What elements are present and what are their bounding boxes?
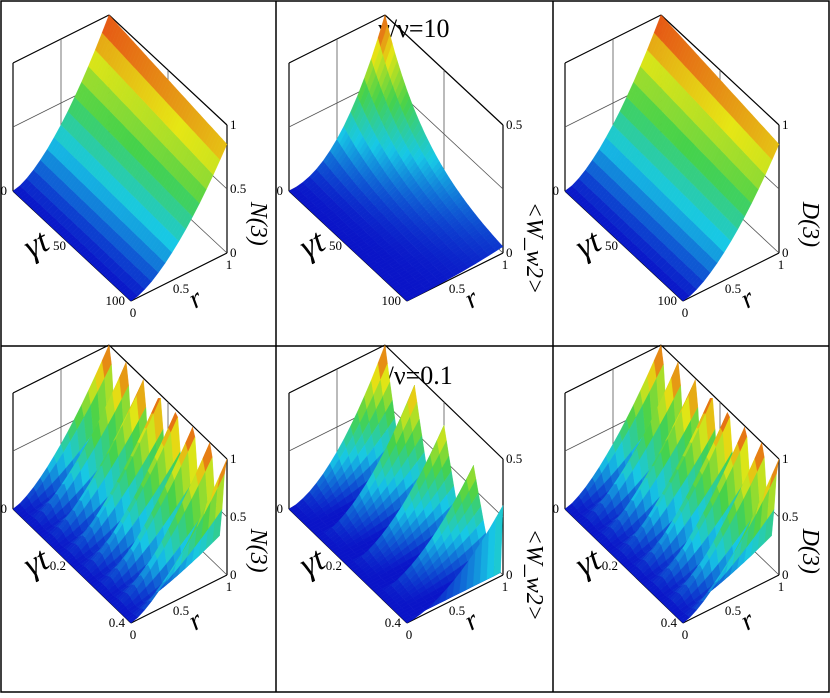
z-tick-label: 0 [506,567,513,582]
surface-cell [493,243,504,252]
x-tick-label: 50 [53,238,66,253]
z-tick-label: 0 [506,245,513,260]
y-tick-label: 0 [682,305,689,320]
x-tick-label: 0.4 [661,615,678,630]
y-axis-line [682,252,780,302]
y-tick-label: 0.5 [725,281,741,296]
x-tick-label: 0 [1,501,8,516]
y-axis-line [130,574,228,624]
z-axis-label: D(3) [797,201,823,247]
y-tick-label: 1 [778,257,785,272]
z-tick-label: 0 [230,245,237,260]
x-tick-label: 100 [658,293,678,308]
y-tick-label: 0.5 [173,603,189,618]
z-tick-label: 0.5 [506,451,522,466]
z-tick-label: 0 [782,567,789,582]
z-tick-label: 0 [782,245,789,260]
surface [288,14,504,302]
z-tick-label: 0.5 [506,117,522,132]
y-tick-label: 1 [502,257,509,272]
x-tick-label: 0 [553,501,560,516]
surface [12,344,228,624]
x-tick-label: 50 [329,238,342,253]
z-tick-label: 1 [782,451,789,466]
x-tick-label: 50 [605,238,618,253]
y-tick-label: 0 [406,627,413,642]
y-tick-label: 0.5 [449,281,465,296]
y-tick-label: 1 [226,257,233,272]
y-tick-label: 0 [130,305,137,320]
surface-cell [217,458,228,488]
z-tick-label: 1 [782,117,789,132]
surface-cell [769,141,780,161]
x-tick-label: 0 [277,183,284,198]
x-tick-label: 100 [382,293,402,308]
y-axis-line [406,574,504,624]
x-tick-label: 0.2 [50,558,66,573]
x-tick-label: 0 [553,183,560,198]
z-tick-label: 1 [230,451,237,466]
z-tick-label: 0 [230,567,237,582]
z-tick-label: 0.5 [230,509,246,524]
plots-layer: 05010000.5100.51γtrN(3)0501000.5100.5γtr… [1,14,823,642]
y-axis-line [130,252,228,302]
x-tick-label: 0.4 [385,615,402,630]
z-axis-label: D(3) [797,528,823,574]
y-tick-label: 0 [682,627,689,642]
surface [288,344,504,624]
z-tick-label: 0.5 [230,181,246,196]
z-axis-label: <W_w2> [521,202,547,294]
z-axis-label: <W_w2> [521,529,547,621]
x-tick-label: 0.4 [109,615,126,630]
y-tick-label: 0.5 [173,281,189,296]
surface-cell [217,141,228,161]
y-tick-label: 1 [226,579,233,594]
z-tick-label: 1 [230,117,237,132]
x-tick-label: 100 [106,293,126,308]
z-axis-label: N(3) [245,528,271,573]
z-tick-label: 0.5 [782,509,798,524]
surface [12,14,228,302]
x-tick-label: 0 [277,501,284,516]
x-tick-label: 0 [1,183,8,198]
z-axis-label: N(3) [245,201,271,246]
surface [564,14,780,302]
y-tick-label: 0 [130,627,137,642]
